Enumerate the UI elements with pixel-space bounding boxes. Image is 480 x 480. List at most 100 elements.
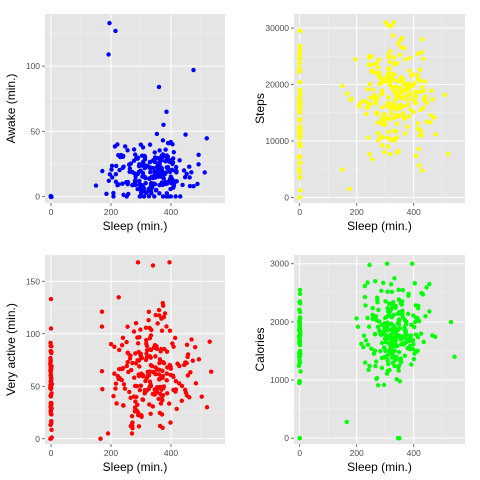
data-point (379, 143, 385, 148)
data-point (376, 319, 382, 324)
data-point (383, 20, 388, 25)
y-tick-label: 50 (31, 126, 41, 136)
data-point (153, 354, 158, 359)
data-point (402, 353, 408, 358)
data-point (191, 183, 196, 189)
data-point (379, 288, 384, 294)
data-point (382, 325, 387, 331)
data-point (344, 91, 350, 96)
data-point (173, 164, 179, 170)
data-point (378, 135, 383, 140)
data-point (133, 174, 138, 180)
data-point (297, 175, 303, 181)
data-point (147, 402, 152, 407)
data-point (193, 344, 198, 350)
data-point (146, 194, 152, 199)
data-point (368, 102, 373, 107)
data-point (392, 72, 397, 77)
data-point (407, 81, 412, 87)
data-point (149, 327, 154, 333)
data-point (156, 84, 162, 90)
data-point (448, 319, 454, 325)
data-point (403, 329, 409, 334)
data-point (418, 128, 424, 134)
data-point (375, 120, 380, 125)
data-point (374, 61, 380, 66)
data-point (366, 367, 371, 373)
data-point (99, 369, 105, 374)
data-point (158, 359, 163, 365)
data-point (386, 66, 391, 72)
data-point (428, 120, 433, 125)
data-point (427, 281, 432, 287)
data-point (98, 436, 103, 441)
data-point (170, 142, 175, 147)
data-point (381, 115, 386, 120)
data-point (363, 338, 369, 343)
data-point (160, 373, 166, 379)
data-point (160, 300, 165, 306)
data-point (184, 342, 190, 348)
data-point (390, 75, 395, 80)
data-point (190, 358, 196, 363)
data-point (421, 105, 426, 110)
data-point (151, 369, 156, 375)
data-point (132, 405, 138, 410)
data-point (363, 303, 368, 308)
data-point (377, 328, 382, 333)
data-point (168, 186, 173, 192)
data-point (369, 346, 374, 351)
data-point (297, 43, 303, 49)
data-point (135, 171, 141, 177)
data-point (384, 261, 390, 266)
data-point (347, 186, 352, 192)
data-point (297, 340, 303, 345)
data-point (112, 344, 117, 349)
y-tick-label: 0 (35, 191, 40, 201)
x-axis-title: Sleep (min.) (347, 460, 412, 474)
data-point (388, 70, 393, 76)
data-point (127, 389, 132, 395)
data-point (374, 376, 379, 382)
data-point (193, 381, 199, 386)
data-point (112, 144, 118, 149)
data-point (411, 313, 416, 318)
data-point (187, 175, 192, 180)
data-point (167, 328, 173, 333)
data-point (150, 165, 156, 171)
data-point (393, 303, 398, 309)
x-tick-label: 200 (350, 448, 364, 458)
data-point (405, 311, 411, 317)
data-point (106, 178, 112, 183)
data-point (385, 328, 391, 333)
data-point (172, 335, 178, 341)
data-point (361, 333, 367, 338)
data-point (144, 338, 149, 343)
data-point (125, 179, 131, 185)
data-point (422, 95, 428, 101)
data-point (374, 295, 380, 300)
data-point (391, 20, 396, 25)
data-point (131, 375, 137, 380)
x-tick-label: 200 (104, 448, 118, 458)
data-point (398, 102, 403, 107)
data-point (381, 280, 386, 286)
data-point (403, 57, 408, 62)
data-point (138, 356, 144, 361)
data-point (385, 129, 391, 135)
data-point (415, 72, 420, 78)
data-point (147, 335, 153, 341)
data-point (421, 56, 426, 62)
data-point (409, 362, 414, 367)
data-point (373, 278, 378, 284)
data-point (297, 87, 303, 92)
data-point (184, 393, 190, 398)
data-point (156, 372, 162, 377)
data-point (157, 423, 163, 429)
data-point (170, 160, 176, 165)
data-point (411, 109, 416, 115)
data-point (396, 41, 401, 46)
data-point (115, 182, 120, 188)
data-point (384, 320, 390, 325)
